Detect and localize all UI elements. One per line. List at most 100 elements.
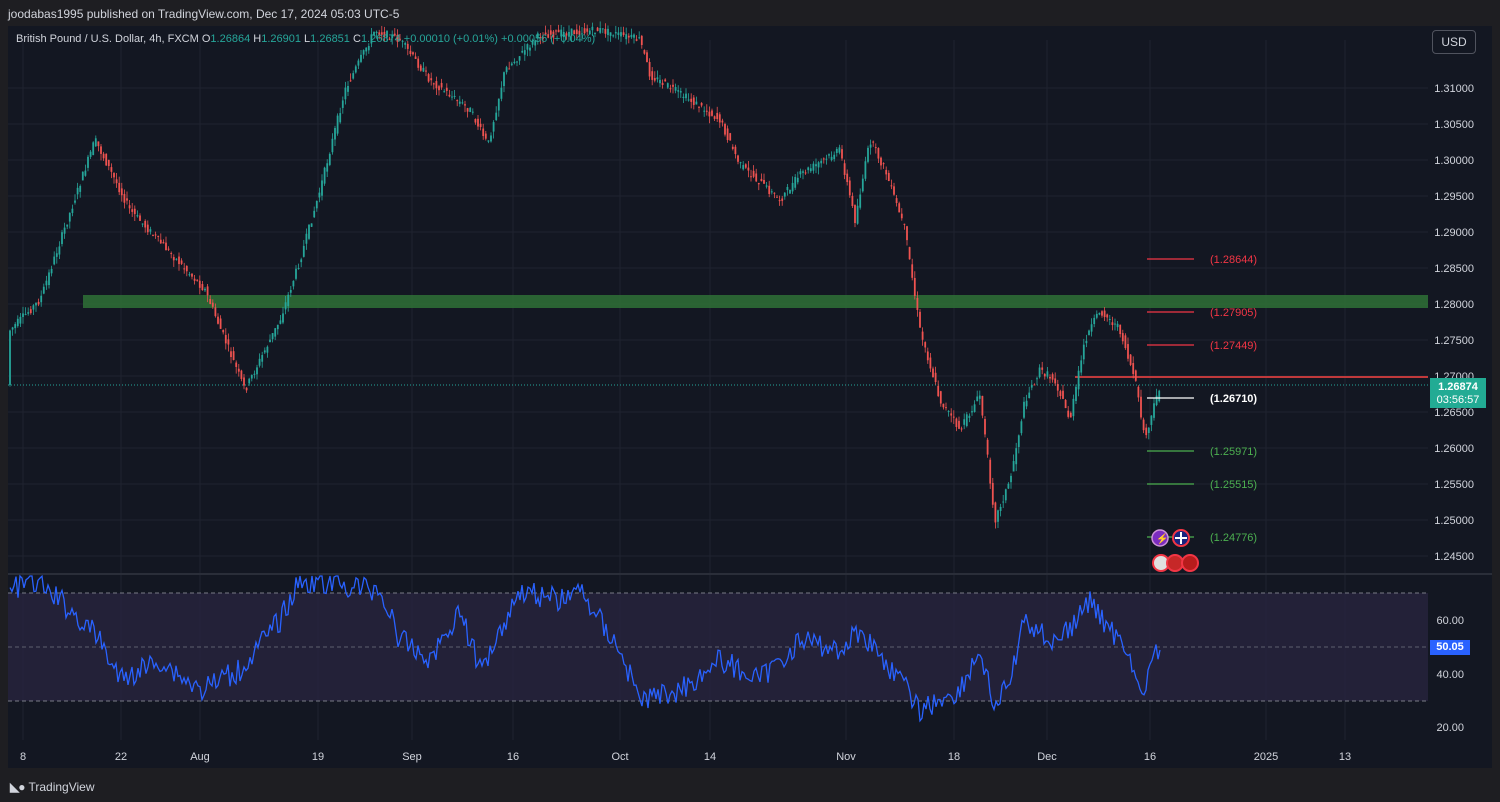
candle-body (700, 102, 703, 106)
candle-body (947, 410, 950, 412)
candle-body (245, 387, 248, 391)
event-cluster-icon-2[interactable] (1181, 554, 1199, 572)
candle-body (796, 177, 799, 183)
candle-body (620, 32, 622, 37)
candle-body (817, 162, 820, 168)
candle-body (443, 91, 446, 93)
symbol-legend[interactable]: British Pound / U.S. Dollar, 4h, FXCM O1… (16, 33, 595, 45)
price-tick-label: 1.29000 (1434, 227, 1474, 239)
candle-body (102, 153, 105, 159)
candle-body (843, 163, 846, 175)
candle-body (479, 123, 482, 127)
tradingview-logo[interactable]: ◣● TradingView (10, 780, 95, 794)
candle-body (318, 192, 321, 198)
candle-body (191, 273, 193, 277)
candle-body (477, 118, 479, 127)
candle-body (625, 34, 628, 40)
candle-body (154, 234, 157, 236)
close-value: 1.26874 (360, 33, 401, 45)
candle-body (1033, 384, 1036, 386)
candle-body (417, 58, 420, 68)
candle-body (453, 95, 456, 98)
candle-body (1116, 323, 1119, 328)
candle-body (882, 163, 885, 165)
candle-body (924, 342, 927, 348)
candle-body (594, 32, 596, 34)
candle-body (440, 82, 443, 88)
candle-body (799, 171, 802, 175)
high-label: H (253, 33, 262, 45)
candle-body (315, 200, 318, 209)
candle-body (1150, 415, 1153, 425)
candle-body (708, 111, 711, 117)
level-label: (1.25515) (1210, 479, 1257, 491)
candle-body (22, 313, 24, 318)
candle-body (172, 257, 175, 261)
price-tick-label: 1.26500 (1434, 407, 1474, 419)
candle-body (1090, 324, 1093, 332)
lightning-event-icon[interactable] (1151, 529, 1169, 547)
candle-body (253, 373, 256, 375)
candle-body (638, 37, 641, 39)
candle-body (133, 208, 136, 215)
candle-body (492, 122, 495, 132)
candle-body (170, 253, 173, 255)
candle-body (1059, 391, 1062, 396)
candle-body (204, 288, 206, 291)
candle-body (1064, 399, 1067, 409)
change-value: +0.00010 (+0.01%) (403, 33, 498, 45)
candle-body (159, 239, 162, 244)
lightning-glyph: ⚡ (1156, 532, 1168, 545)
candle-body (141, 223, 144, 225)
candle-body (107, 159, 110, 167)
candle-body (573, 30, 576, 35)
candle-body (630, 34, 633, 38)
candle-body (375, 31, 378, 34)
candle-body (113, 173, 115, 178)
candle-body (869, 144, 872, 148)
event-cluster-icon[interactable] (1166, 554, 1184, 572)
currency-button[interactable]: USD (1432, 30, 1476, 54)
candle-body (27, 312, 30, 314)
candle-body (874, 147, 877, 149)
candle-body (1127, 344, 1129, 359)
candle-body (1056, 384, 1059, 391)
candle-body (734, 146, 737, 154)
candle-body (14, 324, 17, 329)
candle-body (913, 277, 916, 296)
candle-body (432, 83, 435, 85)
candle-body (945, 407, 947, 409)
time-tick-label: 14 (704, 751, 716, 763)
candle-body (510, 63, 513, 66)
candle-body (591, 26, 594, 31)
candle-body (128, 205, 131, 209)
candle-body (354, 66, 357, 73)
candle-body (703, 110, 706, 112)
time-tick-label: 16 (1144, 751, 1156, 763)
rsi-tick-label: 40.00 (1436, 669, 1464, 681)
candle-body (120, 188, 123, 196)
open-label: O (201, 33, 211, 45)
candle-body (971, 411, 973, 413)
publish-header: joodabas1995 published on TradingView.co… (0, 0, 1500, 26)
candle-body (887, 172, 890, 182)
candle-body (833, 154, 836, 160)
candle-body (555, 30, 557, 32)
candle-body (448, 94, 451, 97)
candle-body (607, 28, 609, 36)
candle-body (196, 279, 199, 281)
candle-body (1038, 367, 1041, 378)
candle-body (604, 28, 607, 34)
candle-body (828, 154, 830, 156)
candle-body (508, 68, 511, 70)
candle-body (451, 96, 453, 98)
candle-body (981, 395, 984, 416)
candle-body (534, 40, 537, 46)
candle-body (1036, 378, 1038, 380)
candle-body (1119, 324, 1122, 335)
candle-body (789, 189, 791, 194)
candle-body (916, 297, 919, 310)
candle-body (471, 111, 474, 113)
candle-body (565, 33, 568, 36)
